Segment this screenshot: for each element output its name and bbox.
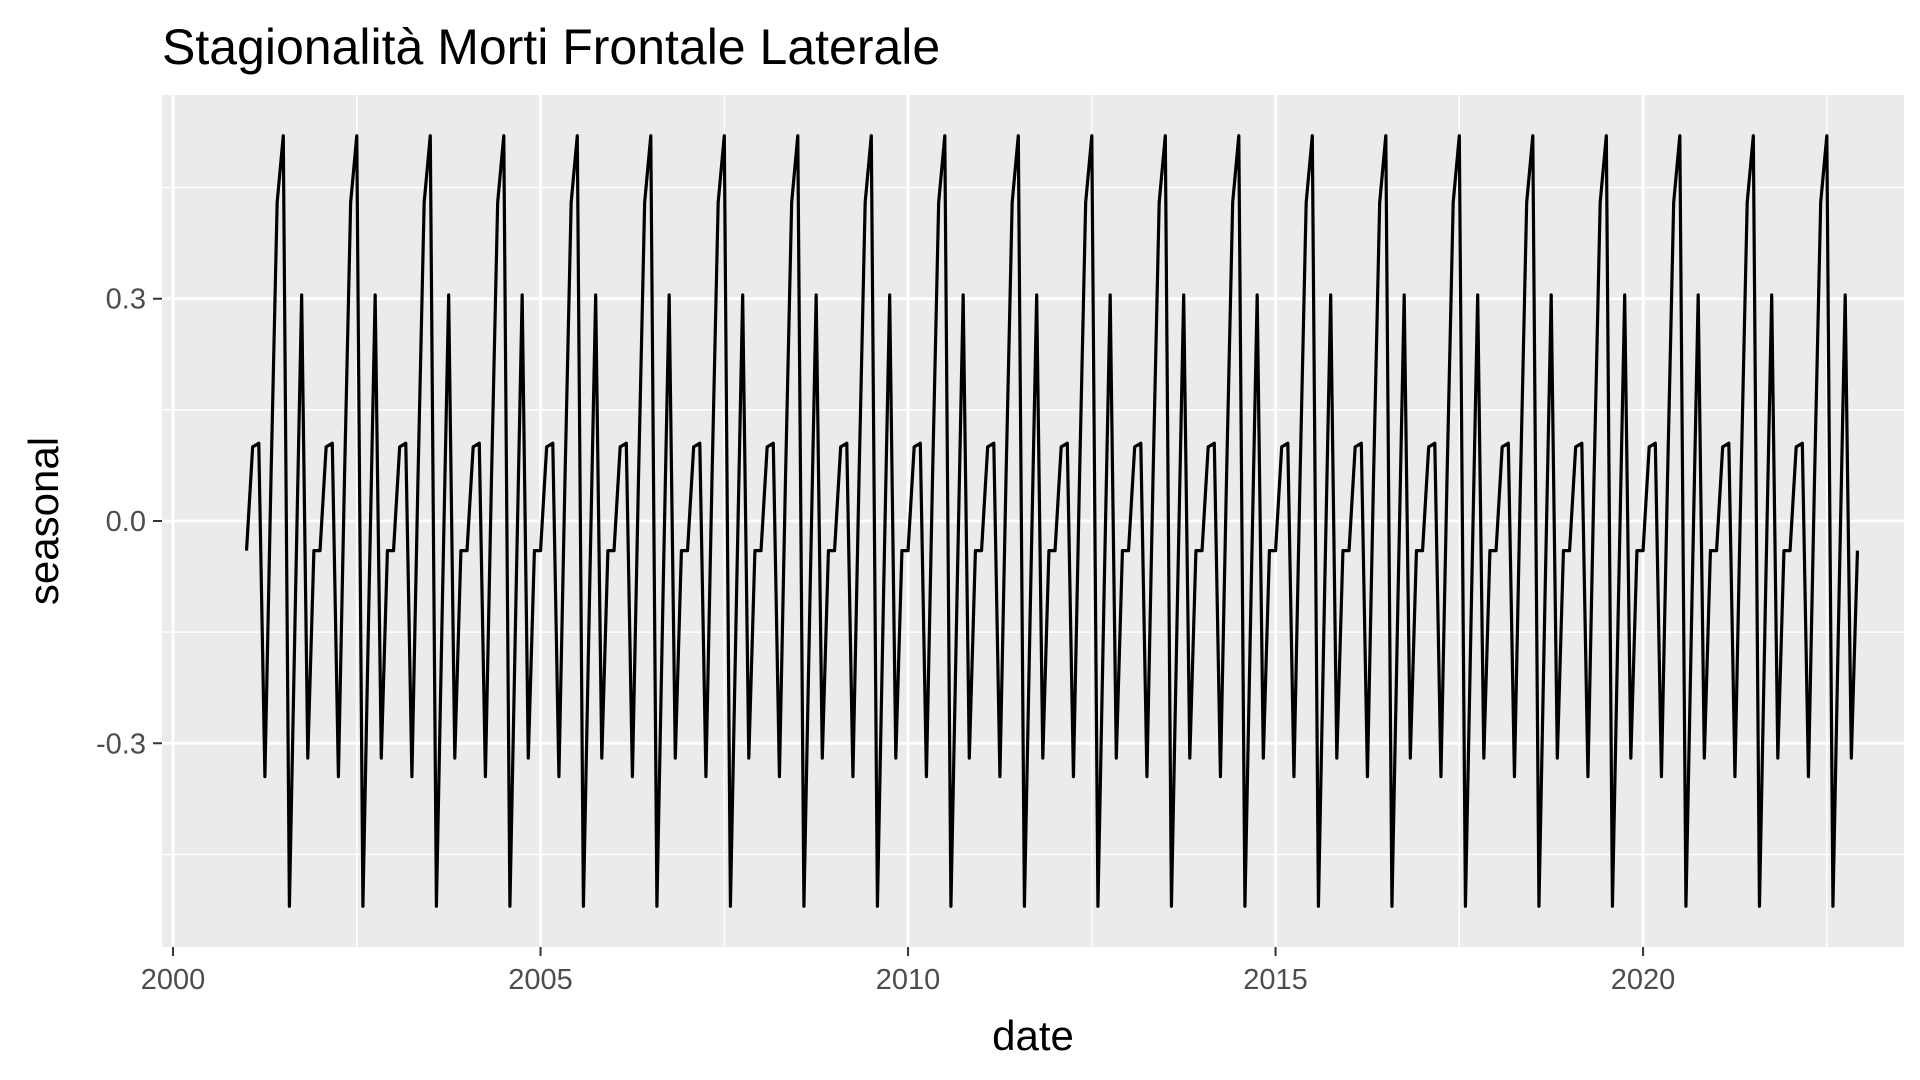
x-axis-title: date xyxy=(992,1012,1074,1059)
y-axis: -0.3 0.0 0.3 xyxy=(96,284,162,760)
x-tick-label: 2015 xyxy=(1243,964,1308,996)
x-tick-label: 2005 xyxy=(508,964,573,996)
y-tick-label: 0.0 xyxy=(106,506,146,538)
x-tick-label: 2010 xyxy=(876,964,941,996)
y-axis-title: seasonal xyxy=(20,437,67,605)
seasonal-series-line xyxy=(244,134,1860,908)
chart-title: Stagionalità Morti Frontale Laterale xyxy=(162,19,940,75)
y-tick-label: 0.3 xyxy=(106,284,146,316)
x-axis: 2000 2005 2010 2015 2020 xyxy=(141,947,1676,996)
x-tick-label: 2000 xyxy=(141,964,206,996)
x-tick-label: 2020 xyxy=(1611,964,1676,996)
y-tick-label: -0.3 xyxy=(96,728,146,760)
